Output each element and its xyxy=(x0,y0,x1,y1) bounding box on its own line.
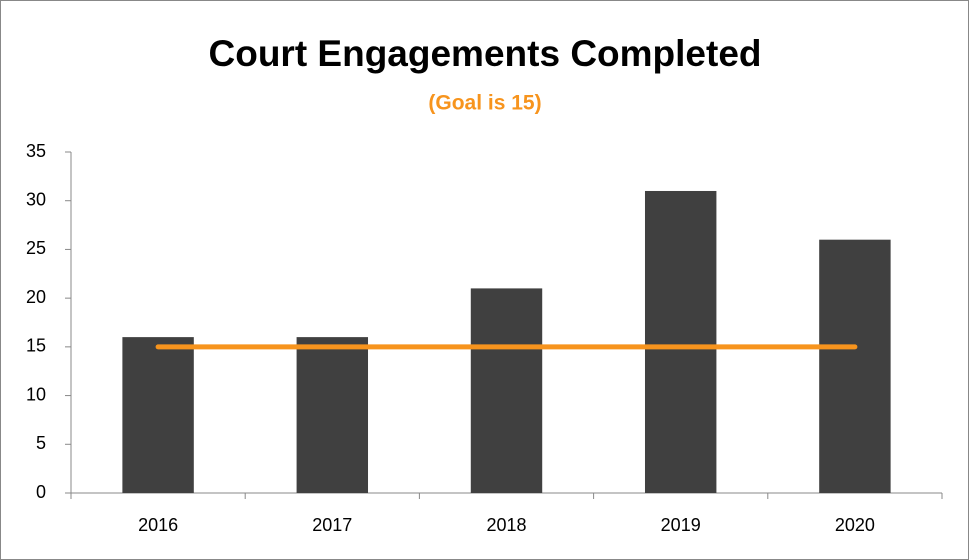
x-tick-label: 2016 xyxy=(138,515,178,535)
y-tick-label: 25 xyxy=(26,238,46,258)
y-tick-label: 5 xyxy=(36,433,46,453)
bar xyxy=(296,337,369,493)
y-tick-label: 10 xyxy=(26,384,46,404)
bar xyxy=(122,337,194,493)
x-tick-label: 2018 xyxy=(486,515,526,535)
y-tick-label: 35 xyxy=(26,141,46,161)
x-tick-label: 2020 xyxy=(835,515,875,535)
bar xyxy=(470,288,543,493)
bar xyxy=(644,190,717,493)
chart-subtitle: (Goal is 15) xyxy=(428,92,541,115)
x-tick-label: 2019 xyxy=(661,515,701,535)
chart-title: Court Engagements Completed xyxy=(209,33,762,74)
y-tick-label: 0 xyxy=(36,482,46,502)
bar xyxy=(819,239,891,493)
y-tick-label: 30 xyxy=(26,189,46,209)
y-tick-label: 15 xyxy=(26,336,46,356)
x-tick-label: 2017 xyxy=(312,515,352,535)
y-tick-label: 20 xyxy=(26,287,46,307)
